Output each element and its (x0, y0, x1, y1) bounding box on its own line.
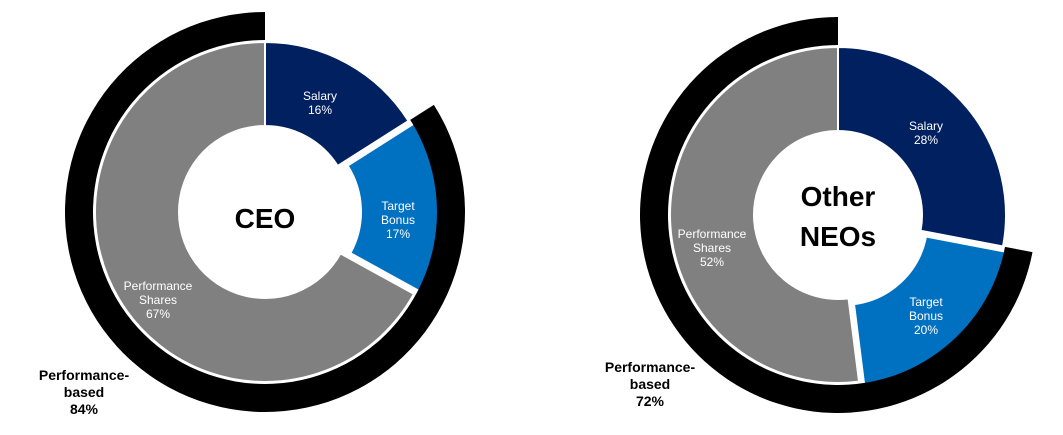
slice-label-target-bonus-line: Target (381, 199, 415, 213)
slice-label-performance-shares-line: Shares (693, 241, 731, 255)
slice-label-salary-line: Salary (909, 119, 943, 133)
performance-based-label: Performance-based 84% (39, 367, 130, 417)
slice-label-salary-line: 28% (914, 133, 938, 147)
ceo-donut-chart: Salary 16% Target Bonus 17% Performance Shares… (39, 12, 466, 417)
performance-based-label-line: 72% (636, 393, 665, 409)
slice-performance-shares (94, 40, 416, 383)
center-label-line: CEO (235, 203, 296, 234)
center-label-line: Other (801, 181, 876, 212)
slice-label-performance-shares: Performance Shares 67% (124, 279, 193, 321)
performance-based-label-line: 84% (70, 401, 99, 417)
center-label: CEO (235, 203, 296, 234)
slice-salary (837, 45, 1007, 248)
slice-label-salary-line: 16% (308, 103, 332, 117)
slice-label-target-bonus: Target Bonus 20% (909, 295, 943, 337)
slice-label-salary: Salary 28% (909, 119, 943, 147)
slice-label-performance-shares-line: 52% (700, 255, 724, 269)
performance-based-label-line: Performance- (39, 367, 130, 383)
performance-based-label-line: based (64, 384, 104, 400)
slice-label-salary: Salary 16% (303, 89, 337, 117)
slice-label-performance-shares-line: Performance (678, 227, 747, 241)
slice-salary (264, 40, 410, 168)
slice-label-target-bonus-line: Bonus (909, 309, 943, 323)
slice-label-target-bonus-line: 20% (914, 323, 938, 337)
center-label: Other NEOs (800, 181, 876, 252)
slice-label-target-bonus-line: Bonus (381, 213, 415, 227)
slice-label-performance-shares: Performance Shares 52% (678, 227, 747, 269)
slice-label-target-bonus: Target Bonus 17% (381, 199, 415, 241)
other-neos-donut-chart: Salary 28% Target Bonus 20% Performance Shares… (605, 17, 1033, 414)
center-label-line: NEOs (800, 221, 876, 252)
slice-label-salary-line: Salary (303, 89, 337, 103)
slice-label-target-bonus-line: Target (909, 295, 943, 309)
slice-label-target-bonus-line: 17% (386, 227, 410, 241)
slice-performance-shares (669, 45, 861, 384)
slice-label-performance-shares-line: Shares (139, 293, 177, 307)
performance-based-label: Performance-based 72% (605, 359, 696, 409)
performance-based-label-line: based (630, 376, 670, 392)
slice-label-performance-shares-line: 67% (146, 307, 170, 321)
performance-based-label-line: Performance- (605, 359, 696, 375)
slice-label-performance-shares-line: Performance (124, 279, 193, 293)
